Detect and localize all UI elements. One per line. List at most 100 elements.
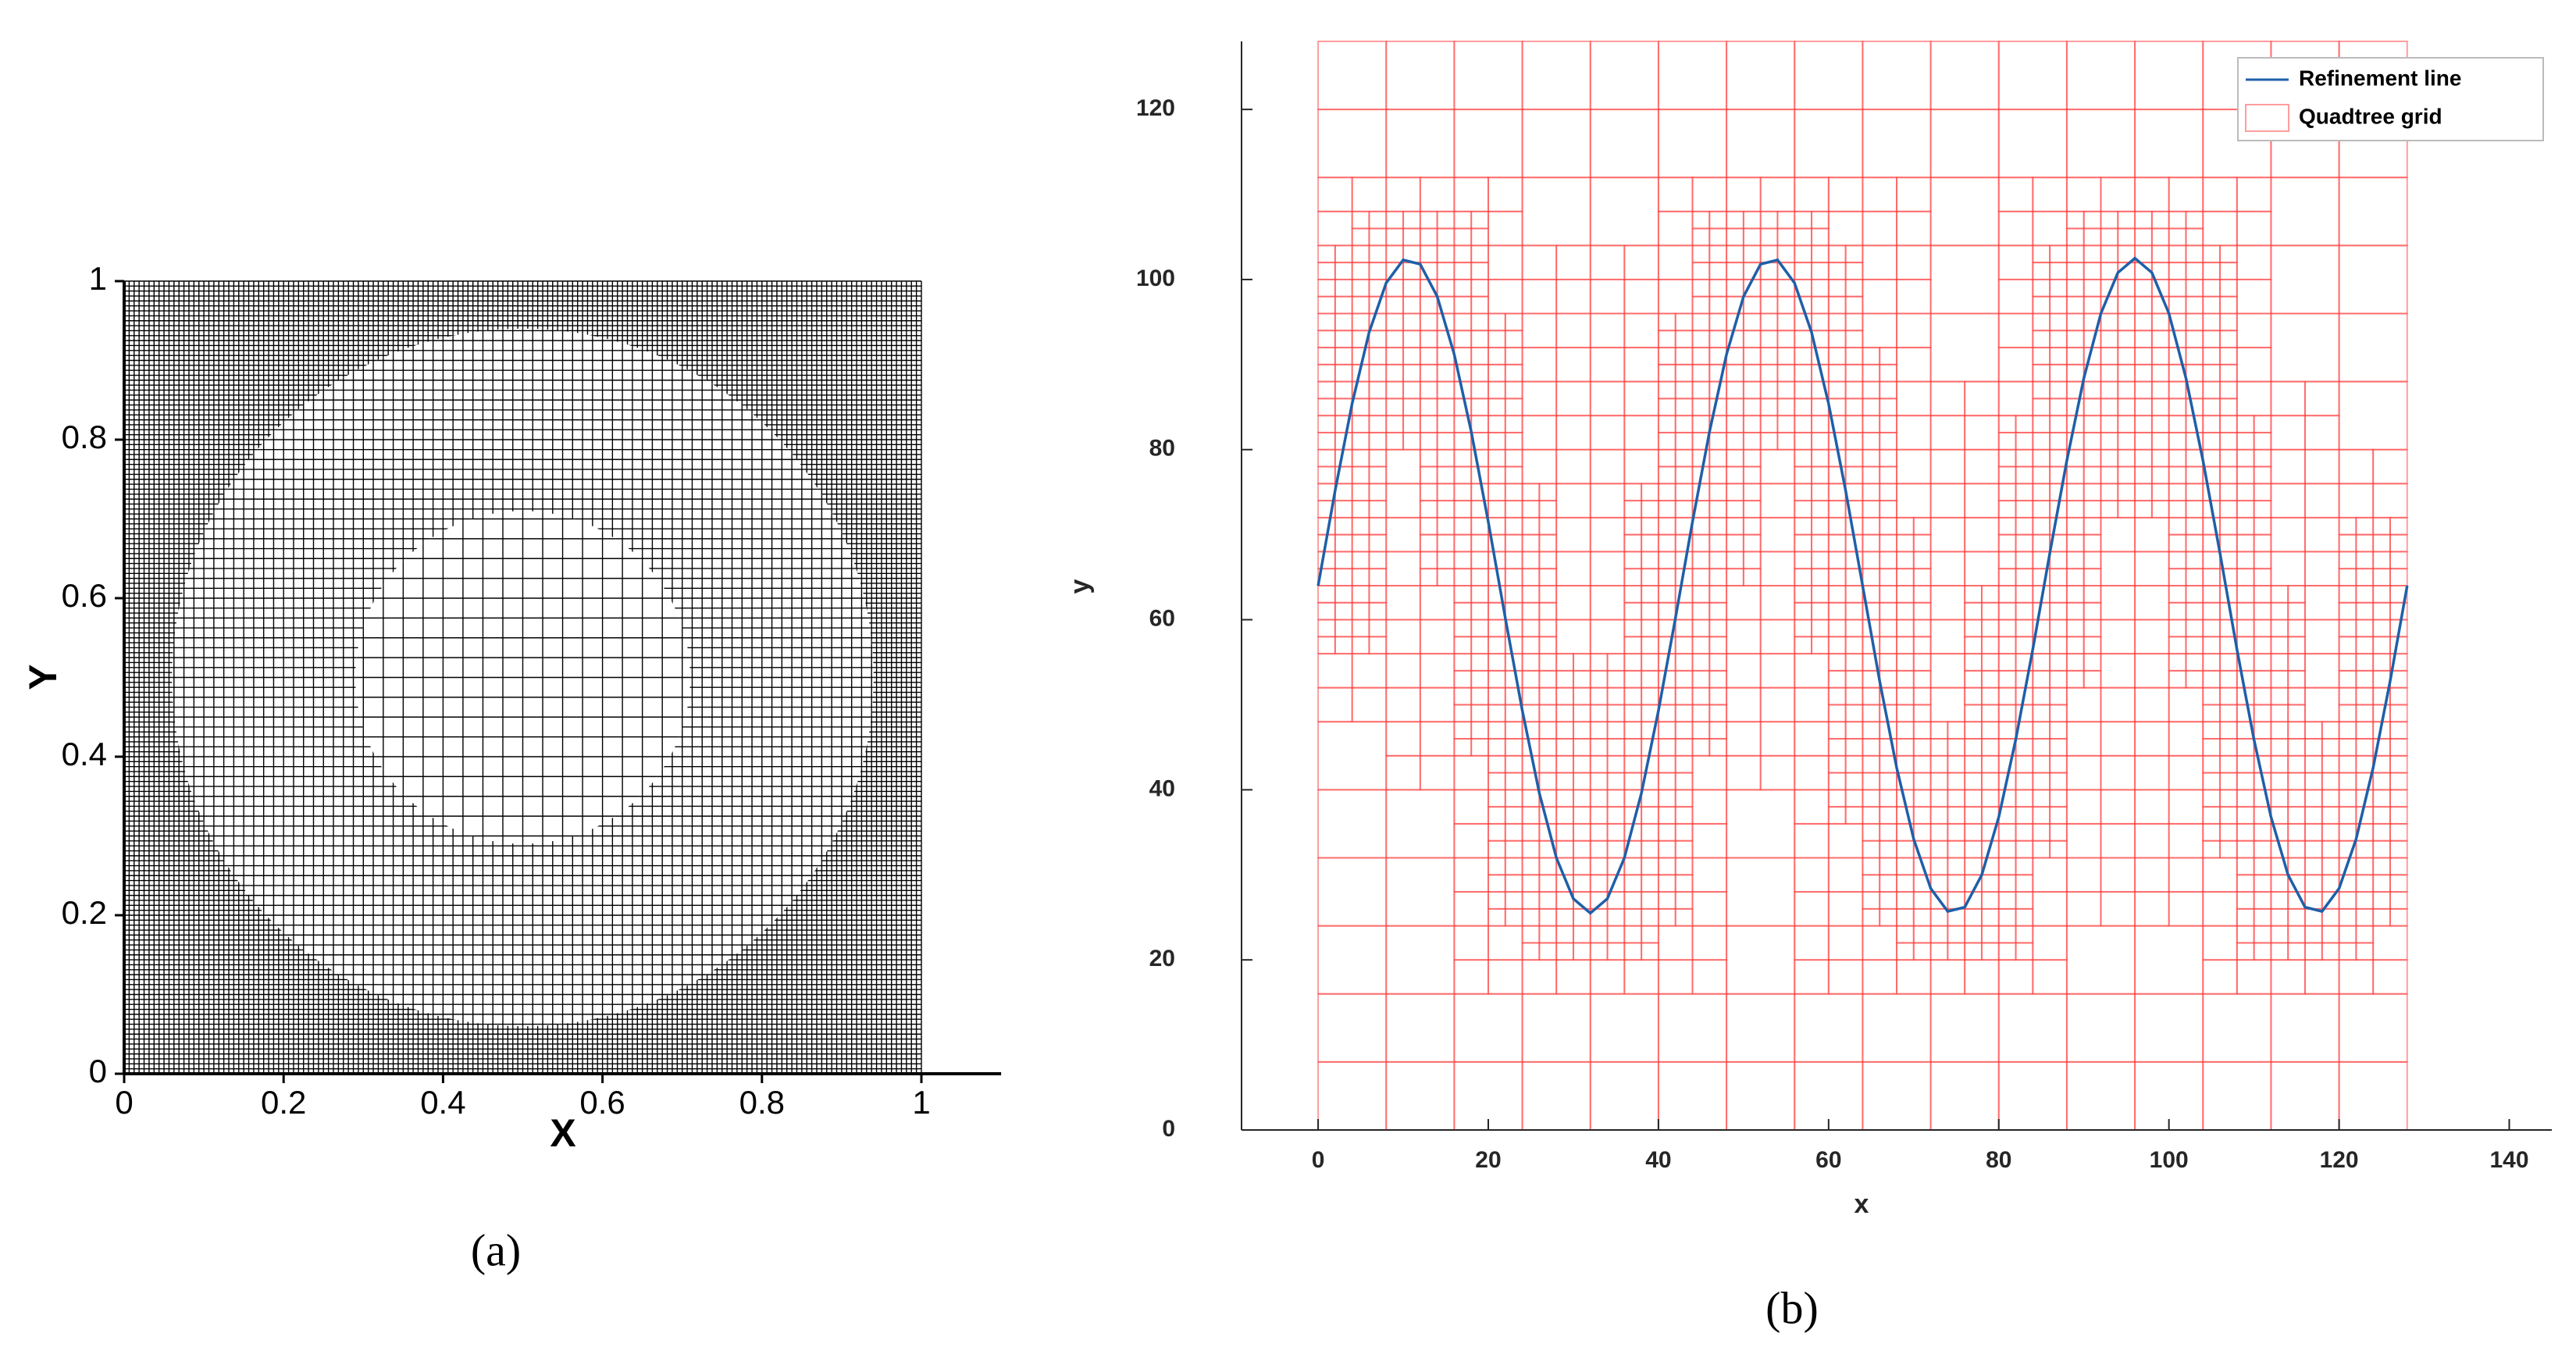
quadtree-cell — [1844, 262, 1864, 280]
quadtree-cell — [1759, 585, 1796, 621]
quadtree-cell — [1589, 942, 1609, 961]
quadtree-cell — [1402, 278, 1421, 298]
quadtree-cell — [1470, 669, 1489, 689]
quadtree-cell — [2253, 857, 2272, 876]
quadtree-cell — [1896, 585, 1915, 604]
quadtree-cell — [1997, 500, 2017, 519]
quadtree-cell — [2372, 959, 2408, 995]
quadtree-cell — [1862, 397, 1881, 417]
quadtree-cell — [2253, 568, 2272, 586]
quadtree-cell — [1929, 907, 1949, 927]
quadtree-cell — [2065, 669, 2085, 689]
quadtree-cell — [1862, 738, 1881, 757]
quadtree-cell — [2321, 857, 2340, 876]
quadtree-cell — [1436, 533, 1455, 553]
quadtree-cell — [1317, 278, 1336, 298]
quadtree-cell — [2134, 109, 2204, 179]
quadtree-cell — [1334, 636, 1353, 655]
quadtree-cell — [1589, 448, 1626, 485]
quadtree-cell — [1641, 516, 1659, 536]
quadtree-cell — [2134, 721, 2170, 757]
quadtree-cell — [1794, 618, 1813, 638]
quadtree-cell — [1691, 330, 1711, 349]
quadtree-cell — [2202, 244, 2221, 264]
quadtree-cell — [2202, 483, 2221, 502]
quadtree-cell — [1691, 585, 1711, 604]
quadtree-cell — [1794, 448, 1813, 468]
quadtree-cell — [2117, 227, 2136, 247]
quadtree-cell — [1929, 789, 1949, 808]
quadtree-cell — [1759, 415, 1779, 433]
quadtree-cell — [1896, 483, 1932, 519]
quadtree-cell — [1470, 262, 1489, 280]
quadtree-cell — [1317, 653, 1353, 689]
quadtree-cell — [1947, 721, 1966, 740]
quadtree-cell — [1726, 618, 1762, 655]
quadtree-cell — [1641, 942, 1659, 961]
quadtree-cell — [1742, 210, 1762, 230]
quadtree-cell — [2065, 483, 2085, 502]
quadtree-cell — [2287, 806, 2307, 825]
quadtree-cell — [1862, 686, 1881, 706]
quadtree-cell — [1896, 925, 1915, 944]
quadtree-cell — [2372, 806, 2391, 825]
quadtree-cell — [1351, 568, 1370, 586]
quadtree-cell — [1862, 415, 1881, 433]
quadtree-cell — [2065, 993, 2136, 1063]
quadtree-cell — [1402, 295, 1421, 315]
quadtree-cell — [1504, 789, 1523, 808]
quadtree-cell — [1623, 312, 1659, 349]
quadtree-cell — [1657, 380, 1676, 400]
quadtree-cell — [2100, 380, 2119, 400]
quadtree-cell — [1589, 176, 1659, 247]
quadtree-cell — [1470, 380, 1489, 400]
x-tick-label: 120 — [2320, 1147, 2359, 1173]
quadtree-cell — [1726, 465, 1744, 485]
quadtree-cell — [2372, 857, 2391, 876]
quadtree-cell — [1997, 465, 2017, 485]
quadtree-cell — [1351, 312, 1370, 332]
quadtree-cell — [1997, 244, 2034, 280]
quadtree-cell — [1385, 330, 1405, 349]
quadtree-cell — [2338, 551, 2357, 570]
quadtree-cell — [2185, 363, 2204, 383]
quadtree-cell — [2287, 686, 2307, 706]
quadtree-cell — [1317, 330, 1336, 349]
quadtree-cell — [2236, 822, 2255, 842]
quadtree-cell — [1555, 721, 1574, 740]
quadtree-cell — [1470, 653, 1489, 672]
quadtree-cell — [2117, 397, 2136, 417]
quadtree-cell — [1419, 176, 1455, 212]
quadtree-cell — [2372, 772, 2391, 791]
quadtree-cell — [2100, 415, 2119, 433]
quadtree-cell — [2134, 415, 2153, 433]
quadtree-cell — [1402, 363, 1421, 383]
quadtree-cell — [1623, 704, 1643, 723]
quadtree-cell — [1929, 874, 1949, 893]
quadtree-cell — [1811, 415, 1830, 433]
quadtree-cell — [1726, 41, 1796, 111]
quadtree-cell — [1572, 874, 1591, 893]
quadtree-cell — [1453, 109, 1523, 179]
quadtree-cell — [1606, 942, 1626, 961]
quadtree-cell — [2168, 653, 2187, 672]
quadtree-cell — [1708, 738, 1728, 757]
quadtree-cell — [1555, 278, 1591, 315]
quadtree-cell — [1657, 431, 1676, 451]
quadtree-cell — [1334, 244, 1353, 264]
quadtree-cell — [1794, 262, 1813, 280]
quadtree-cell — [2100, 227, 2119, 247]
quadtree-cell — [1726, 653, 1762, 689]
quadtree-cell — [1487, 312, 1506, 332]
quadtree-cell — [2202, 806, 2221, 825]
quadtree-cell — [2049, 363, 2068, 383]
quadtree-cell — [2270, 448, 2307, 485]
quadtree-cell — [1623, 380, 1659, 417]
quadtree-cell — [2338, 380, 2408, 451]
quadtree-cell — [1470, 721, 1489, 740]
quadtree-cell — [1827, 601, 1847, 621]
quadtree-cell — [1453, 686, 1473, 706]
quadtree-cell — [1453, 738, 1473, 757]
quadtree-cell — [1555, 754, 1574, 774]
quadtree-cell — [2270, 891, 2289, 910]
